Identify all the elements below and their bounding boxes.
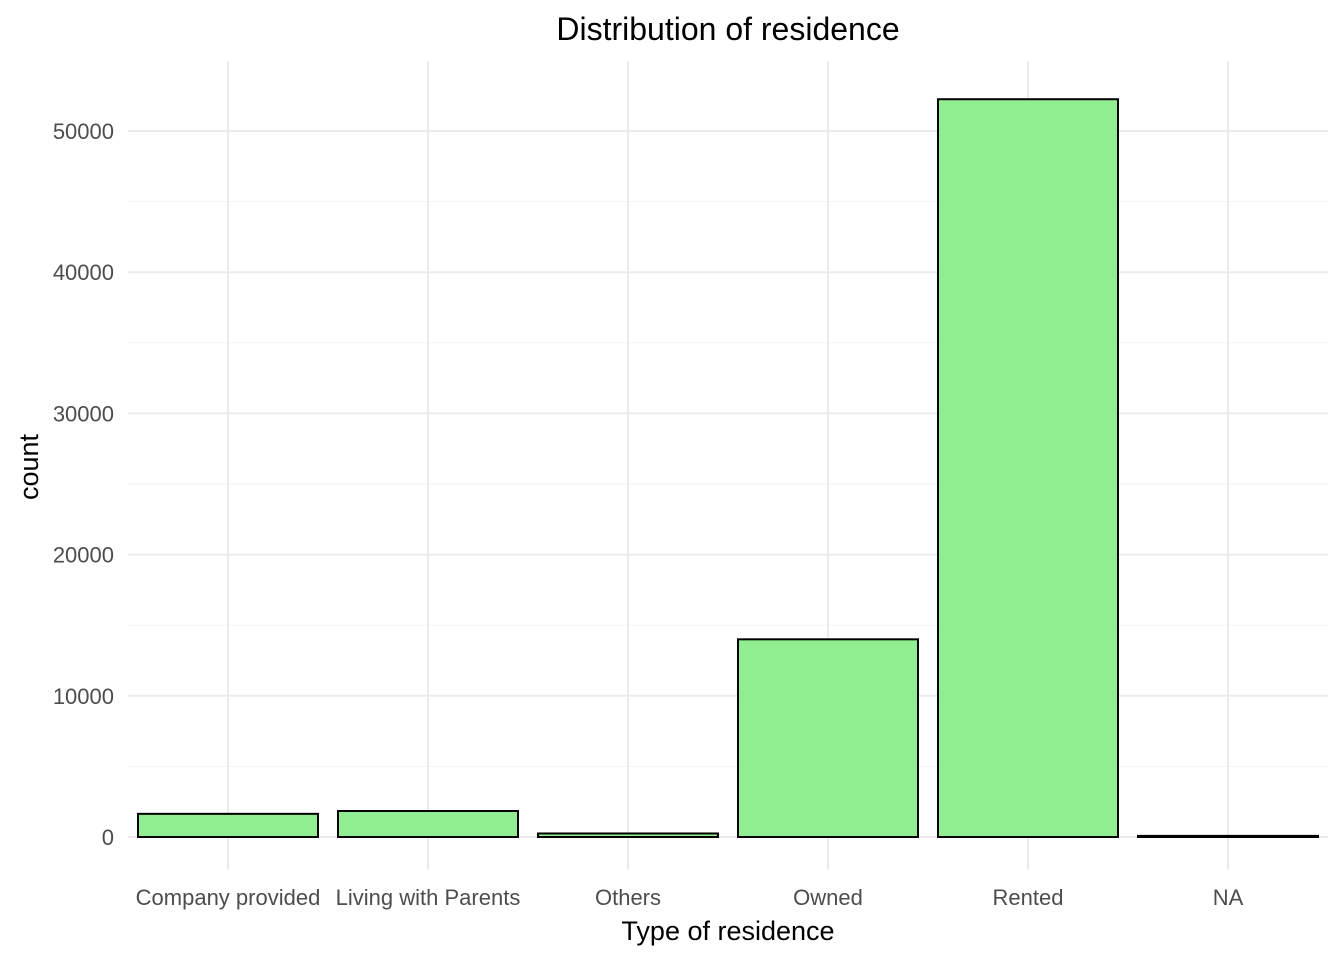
x-tick-label: Others xyxy=(595,885,661,910)
y-tick-label: 0 xyxy=(102,825,114,850)
bar-company-provided xyxy=(137,812,319,838)
x-tick-label: Owned xyxy=(793,885,863,910)
x-tick-label: Rented xyxy=(993,885,1064,910)
x-tick-label: NA xyxy=(1213,885,1244,910)
y-tick-label: 10000 xyxy=(53,684,114,709)
bar-others xyxy=(537,832,719,838)
y-axis-title: count xyxy=(14,433,44,500)
x-axis-tick-labels: Company provided Living with Parents Other… xyxy=(136,885,1244,910)
y-tick-label: 30000 xyxy=(53,401,114,426)
bars xyxy=(137,98,1319,839)
bar-na xyxy=(1137,834,1319,839)
minor-gridlines xyxy=(128,201,1328,767)
chart-title: Distribution of residence xyxy=(556,11,899,47)
x-axis-title: Type of residence xyxy=(621,916,834,946)
y-tick-label: 20000 xyxy=(53,543,114,568)
x-tick-label: Living with Parents xyxy=(336,885,521,910)
major-gridlines xyxy=(128,62,1328,870)
y-axis-tick-labels: 0 10000 20000 30000 40000 50000 xyxy=(53,119,114,850)
bar-living-with-parents xyxy=(337,810,519,839)
bar-owned xyxy=(737,638,919,838)
y-tick-label: 40000 xyxy=(53,260,114,285)
y-tick-label: 50000 xyxy=(53,119,114,144)
bar-rented xyxy=(937,98,1119,839)
x-tick-label: Company provided xyxy=(136,885,321,910)
